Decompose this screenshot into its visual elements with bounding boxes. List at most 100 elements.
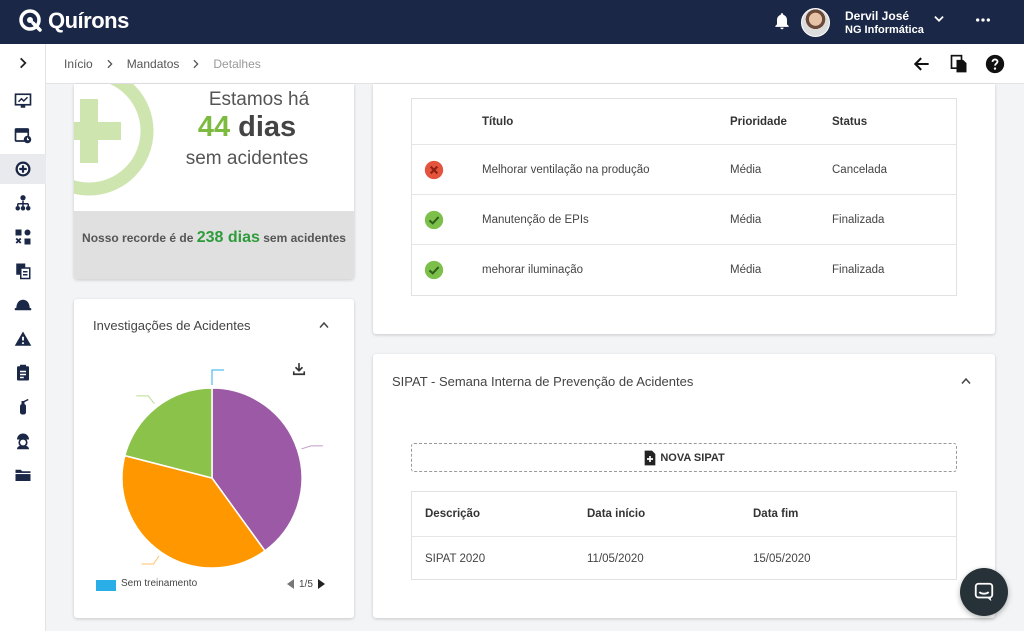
days-number: 44 — [197, 111, 231, 143]
sidebar-item-risks[interactable] — [0, 324, 46, 354]
action-plans-card: Título Prioridade Status Melhorar ventil… — [373, 84, 995, 334]
sipat-title: SIPAT - Semana Interna de Prevenção de A… — [392, 374, 694, 389]
sidebar-item-calendar[interactable] — [0, 120, 46, 150]
clipboard-icon — [17, 364, 29, 381]
row-priority: Média — [730, 264, 762, 276]
dashboard-icon — [14, 93, 32, 108]
row-description: SIPAT 2020 — [425, 552, 486, 565]
investigations-pie-chart — [121, 369, 323, 569]
more-options-icon[interactable] — [975, 12, 991, 28]
documents-icon — [16, 263, 31, 280]
chevron-down-icon[interactable] — [932, 12, 946, 26]
app-name: Quírons — [48, 8, 129, 33]
sidebar-item-workers[interactable] — [0, 426, 46, 456]
fire-extinguisher-icon — [20, 398, 29, 415]
row-priority: Média — [730, 213, 762, 226]
logo-icon — [19, 9, 42, 32]
pie-leader-line — [211, 369, 224, 385]
user-name: Dervil José — [845, 9, 910, 23]
calendar-icon — [14, 128, 32, 144]
collapse-chevron-icon[interactable] — [318, 319, 330, 331]
new-sipat-button[interactable]: NOVA SIPAT — [411, 443, 957, 472]
col-start-date[interactable]: Data início — [587, 508, 646, 520]
pager-next-icon[interactable] — [316, 578, 326, 590]
pager-label: 1/5 — [299, 578, 313, 590]
record-banner: Nosso recorde é de 238 dias sem acidente… — [74, 211, 354, 279]
accident-investigations-card: Investigações de Acidentes Sem treinamen… — [74, 299, 354, 618]
col-title[interactable]: Título — [482, 115, 514, 128]
warning-icon — [14, 331, 32, 346]
table-header: Descrição Data início Data fim — [412, 492, 956, 537]
record-prefix: Nosso recorde é de — [82, 231, 197, 245]
top-bar: Quírons Dervil José NG Informática — [0, 0, 1024, 44]
row-title: Manutenção de EPIs — [482, 213, 589, 226]
pie-slice[interactable] — [121, 454, 266, 569]
chevron-right-icon — [105, 59, 115, 69]
user-info[interactable]: Dervil José NG Informática — [845, 9, 924, 37]
sidebar-item-documents[interactable] — [0, 256, 46, 286]
pie-leader-line — [141, 555, 160, 565]
table-row[interactable]: mehorar iluminação Média Finalizada — [412, 245, 956, 295]
table-row[interactable]: Melhorar ventilação na produção Média Ca… — [412, 145, 956, 195]
collapse-chevron-icon[interactable] — [960, 375, 972, 387]
col-description[interactable]: Descrição — [425, 508, 480, 520]
check-status-icon — [424, 245, 444, 295]
user-avatar[interactable] — [801, 8, 830, 37]
col-priority[interactable]: Prioridade — [730, 115, 787, 128]
legend-swatch[interactable] — [96, 580, 116, 591]
app-logo[interactable]: Quírons — [18, 8, 129, 34]
sidebar-item-dashboard[interactable] — [0, 86, 46, 116]
sidebar-item-organization[interactable] — [0, 188, 46, 218]
sipat-table: Descrição Data início Data fim SIPAT 202… — [411, 491, 957, 580]
pie-slice[interactable] — [123, 387, 213, 479]
breadcrumb-inicio[interactable]: Início — [64, 57, 93, 71]
sidebar-expand-button[interactable] — [0, 48, 46, 78]
sitemap-icon — [15, 195, 31, 211]
table-row[interactable]: SIPAT 2020 11/05/2020 15/05/2020 — [412, 537, 956, 580]
sidebar-item-add[interactable] — [0, 154, 46, 184]
safety-cross-icon — [74, 84, 154, 196]
copy-document-icon[interactable] — [949, 54, 969, 74]
sidebar-item-modules[interactable] — [0, 222, 46, 252]
pager-prev-icon[interactable] — [286, 578, 296, 590]
col-status[interactable]: Status — [832, 115, 868, 128]
add-document-icon — [644, 450, 656, 465]
chat-icon — [974, 582, 994, 602]
notification-bell-icon[interactable] — [772, 11, 792, 31]
pie-slice[interactable] — [211, 387, 303, 552]
sipat-card: SIPAT - Semana Interna de Prevenção de A… — [373, 354, 995, 618]
table-header: Título Prioridade Status — [412, 99, 956, 145]
col-end-date[interactable]: Data fim — [753, 508, 799, 520]
sidebar-item-files[interactable] — [0, 460, 46, 490]
days-unit: dias — [230, 111, 297, 143]
breadcrumb: Início Mandatos Detalhes — [64, 57, 261, 71]
chevron-right-icon — [191, 59, 201, 69]
download-icon[interactable] — [292, 362, 306, 376]
table-row[interactable]: Manutenção de EPIs Média Finalizada — [412, 195, 956, 245]
safety-subheading: sem acidentes — [185, 148, 309, 169]
sidebar-item-epi[interactable] — [0, 290, 46, 320]
row-start-date: 11/05/2020 — [587, 552, 644, 565]
days-without-accidents-card: Estamos há 44 dias sem acidentes Nosso r… — [74, 84, 354, 279]
sidebar-item-reports[interactable] — [0, 358, 46, 388]
legend-pager: 1/5 — [286, 578, 326, 590]
actions-table: Título Prioridade Status Melhorar ventil… — [411, 98, 957, 296]
chat-button[interactable] — [960, 568, 1008, 616]
row-priority: Média — [730, 163, 762, 176]
cancel-status-icon — [424, 145, 444, 194]
investigations-title: Investigações de Acidentes — [93, 318, 251, 333]
sidebar — [0, 44, 46, 631]
record-value: 238 dias — [196, 229, 260, 246]
check-status-icon — [424, 195, 444, 244]
days-counter: 44 dias — [174, 111, 320, 144]
breadcrumb-mandatos[interactable]: Mandatos — [126, 57, 180, 71]
back-arrow-icon[interactable] — [912, 54, 932, 74]
row-title: mehorar iluminação — [482, 264, 583, 276]
legend-label[interactable]: Sem treinamento — [121, 578, 198, 589]
row-end-date: 15/05/2020 — [753, 552, 811, 565]
breadcrumb-bar: Início Mandatos Detalhes — [46, 44, 1024, 84]
sidebar-item-fire[interactable] — [0, 392, 46, 422]
row-title: Melhorar ventilação na produção — [482, 163, 650, 176]
helmet-icon — [14, 299, 32, 311]
help-icon[interactable] — [985, 54, 1005, 74]
